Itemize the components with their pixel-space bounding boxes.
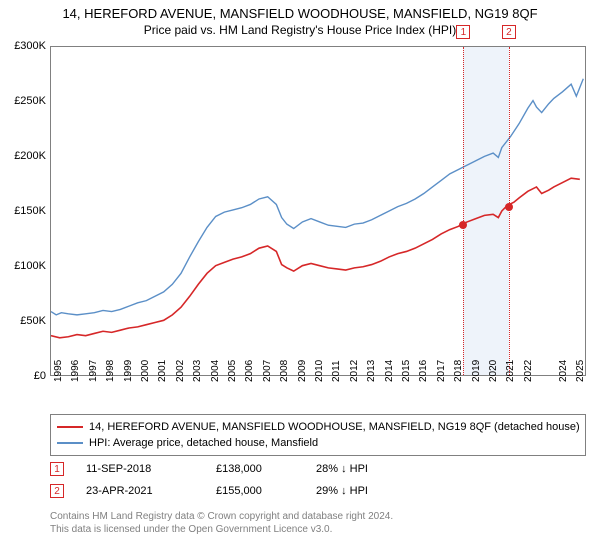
x-axis-tick-label: 2003 [192, 360, 203, 382]
sale-point-marker [505, 203, 513, 211]
x-axis-tick-label: 2000 [140, 360, 151, 382]
x-axis-tick-label: 2020 [488, 360, 499, 382]
x-axis-tick-label: 1995 [53, 360, 64, 382]
x-axis-tick-label: 2017 [436, 360, 447, 382]
chart-wrap: 12 £0£50K£100K£150K£200K£250K£300K199519… [0, 46, 600, 406]
reference-line [463, 47, 464, 375]
legend-swatch [57, 426, 83, 428]
y-axis-tick-label: £100K [14, 260, 46, 272]
sale-point-marker [459, 221, 467, 229]
x-axis-tick-label: 2012 [349, 360, 360, 382]
chart-svg [51, 47, 585, 375]
x-axis-tick-label: 2024 [558, 360, 569, 382]
x-axis-tick-label: 2008 [279, 360, 290, 382]
legend-label: 14, HEREFORD AVENUE, MANSFIELD WOODHOUSE… [89, 421, 580, 433]
x-axis-tick-label: 2022 [523, 360, 534, 382]
x-axis-tick-label: 2015 [401, 360, 412, 382]
x-axis-tick-label: 1999 [123, 360, 134, 382]
x-axis-tick-label: 2009 [297, 360, 308, 382]
x-axis-tick-label: 2019 [471, 360, 482, 382]
y-axis-tick-label: £200K [14, 150, 46, 162]
x-axis-tick-label: 2006 [244, 360, 255, 382]
x-axis-tick-label: 1996 [70, 360, 81, 382]
page-root: 14, HEREFORD AVENUE, MANSFIELD WOODHOUSE… [0, 0, 600, 560]
x-axis-tick-label: 2018 [453, 360, 464, 382]
sale-event-row: 1 11-SEP-2018£138,00028% ↓ HPI [50, 458, 586, 480]
page-title: 14, HEREFORD AVENUE, MANSFIELD WOODHOUSE… [10, 6, 590, 21]
x-axis-tick-label: 2021 [505, 360, 516, 382]
legend: 14, HEREFORD AVENUE, MANSFIELD WOODHOUSE… [50, 414, 586, 456]
x-axis-tick-label: 2005 [227, 360, 238, 382]
y-axis-tick-label: £250K [14, 95, 46, 107]
series-line-property [51, 178, 580, 338]
x-axis-tick-label: 2025 [575, 360, 586, 382]
reference-marker: 2 [502, 25, 516, 39]
y-axis-tick-label: £150K [14, 205, 46, 217]
event-date: 11-SEP-2018 [86, 463, 216, 475]
y-axis-tick-label: £0 [34, 370, 46, 382]
x-axis-tick-label: 1997 [88, 360, 99, 382]
y-axis-tick-label: £50K [20, 315, 46, 327]
y-axis-tick-label: £300K [14, 40, 46, 52]
reference-marker: 1 [456, 25, 470, 39]
x-axis-tick-label: 2004 [210, 360, 221, 382]
legend-label: HPI: Average price, detached house, Mans… [89, 437, 318, 449]
x-axis-tick-label: 2010 [314, 360, 325, 382]
x-axis-tick-label: 2002 [175, 360, 186, 382]
series-line-hpi [51, 79, 583, 315]
x-axis-tick-label: 2011 [331, 360, 342, 382]
x-axis-tick-label: 2001 [157, 360, 168, 382]
attribution-line: This data is licensed under the Open Gov… [50, 523, 586, 536]
sale-events: 1 11-SEP-2018£138,00028% ↓ HPI 2 23-APR-202… [50, 458, 586, 502]
event-diff: 28% ↓ HPI [316, 463, 436, 475]
x-axis-tick-label: 2013 [366, 360, 377, 382]
legend-swatch [57, 442, 83, 444]
attribution: Contains HM Land Registry data © Crown c… [50, 510, 586, 536]
x-axis-tick-label: 1998 [105, 360, 116, 382]
sale-event-row: 2 23-APR-2021£155,00029% ↓ HPI [50, 480, 586, 502]
legend-item: HPI: Average price, detached house, Mans… [57, 435, 579, 451]
chart-plot-area: 12 [50, 46, 586, 376]
event-date: 23-APR-2021 [86, 485, 216, 497]
event-price: £155,000 [216, 485, 316, 497]
x-axis-tick-label: 2007 [262, 360, 273, 382]
attribution-line: Contains HM Land Registry data © Crown c… [50, 510, 586, 523]
legend-item: 14, HEREFORD AVENUE, MANSFIELD WOODHOUSE… [57, 419, 579, 435]
x-axis-tick-label: 2014 [384, 360, 395, 382]
event-diff: 29% ↓ HPI [316, 485, 436, 497]
x-axis-tick-label: 2016 [418, 360, 429, 382]
event-marker: 2 [50, 484, 64, 498]
reference-line [509, 47, 510, 375]
event-price: £138,000 [216, 463, 316, 475]
event-marker: 1 [50, 462, 64, 476]
